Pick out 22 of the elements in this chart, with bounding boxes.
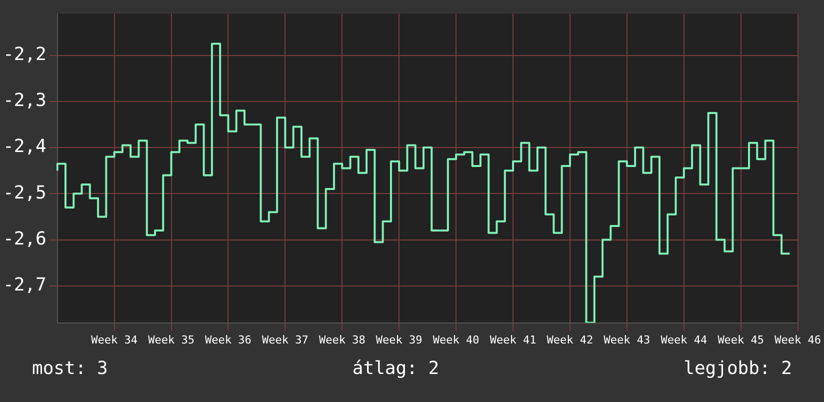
y-tick-label: -2,5 xyxy=(2,182,46,204)
y-tick-label: -2,4 xyxy=(2,136,46,158)
x-tick-label: Week 45 xyxy=(718,333,764,346)
x-tick-label: Week 35 xyxy=(148,333,194,346)
x-tick-label: Week 42 xyxy=(546,333,594,346)
x-tick-label: Week 36 xyxy=(205,333,252,346)
x-tick-label: Week 34 xyxy=(91,333,138,346)
x-tick-label: Week 39 xyxy=(376,333,422,346)
x-tick-label: Week 41 xyxy=(490,333,536,346)
text: átlag: 2 xyxy=(352,358,440,379)
y-tick-label: -2,7 xyxy=(2,274,46,296)
x-tick-label: Week 46 xyxy=(774,333,821,346)
y-tick-label: -2,2 xyxy=(2,44,46,65)
x-tick-label: Week 40 xyxy=(432,333,480,346)
y-tick-label: -2,6 xyxy=(2,228,46,250)
x-tick-label: Week 44 xyxy=(660,333,708,346)
x-tick-label: Week 43 xyxy=(604,333,650,346)
text: most: 3 xyxy=(32,358,108,379)
x-tick-label: Week 38 xyxy=(318,333,366,346)
y-tick-label: -2,3 xyxy=(2,90,46,112)
x-tick-label: Week 37 xyxy=(262,333,308,346)
text: legjobb: 2 xyxy=(684,358,792,379)
